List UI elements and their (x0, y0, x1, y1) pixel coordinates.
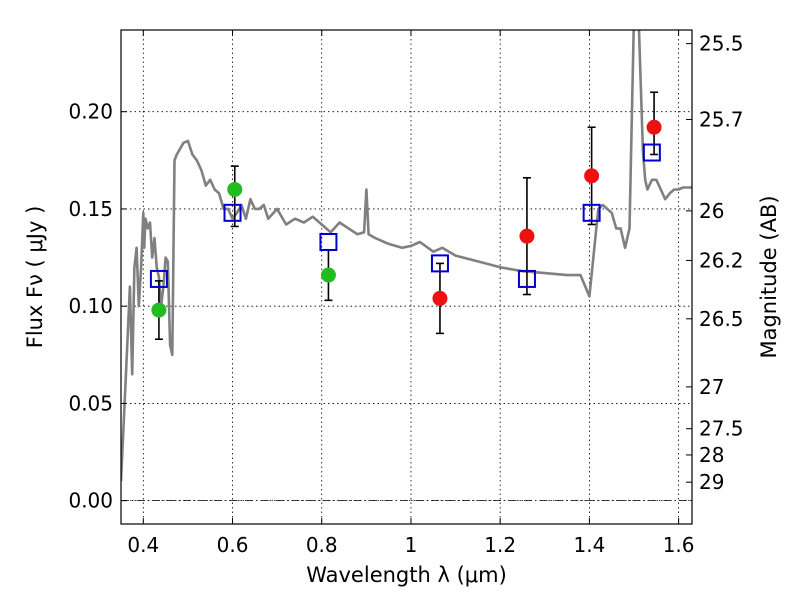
template-layer (121, 30, 692, 482)
x-tick-label: 1.2 (484, 533, 516, 557)
model-square-marker (430, 254, 449, 273)
plot-frame (120, 29, 693, 525)
model-square-marker (319, 232, 338, 251)
x-tick-label: 1.6 (663, 533, 695, 557)
observed-point-marker (432, 290, 448, 306)
template-spectrum-line (121, 30, 692, 482)
y2-tick-label: 27 (699, 375, 724, 399)
y-tick-label: 0.10 (68, 294, 113, 318)
y-tick-label: 0.20 (68, 100, 113, 124)
y2-axis-label: Magnitude (AB) (757, 195, 781, 358)
model-layer (149, 143, 661, 288)
y2-tick-label: 26 (699, 199, 724, 223)
observed-point-marker (320, 267, 336, 283)
tick-layer: 0.4 0.6 0.8 1 1.2 1.4 1.6 0.00 0.05 0.10 0.15 0.20 2… (68, 30, 744, 557)
observed-point-marker (151, 302, 167, 318)
model-square-marker (582, 203, 601, 222)
model-square-marker (642, 143, 661, 162)
x-tick-label: 1 (405, 533, 418, 557)
x-tick-label: 0.6 (217, 533, 249, 557)
y2-tick-label: 26.5 (699, 307, 744, 331)
model-square-marker (517, 269, 536, 288)
y2-tick-label: 26.2 (699, 248, 744, 272)
y-tick-label: 0.05 (68, 391, 113, 415)
y2-tick-label: 27.5 (699, 417, 744, 441)
model-square-marker (223, 203, 242, 222)
observed-point-marker (646, 119, 662, 135)
observed-point-marker (519, 228, 535, 244)
x-tick-label: 0.8 (306, 533, 338, 557)
x-tick-label: 0.4 (127, 533, 159, 557)
model-square-marker (149, 269, 168, 288)
y-tick-label: 0.00 (68, 489, 113, 513)
y2-tick-label: 25.7 (699, 107, 744, 131)
y2-tick-label: 25.5 (699, 32, 744, 56)
y2-tick-label: 29 (699, 470, 724, 494)
y-axis-label: Flux Fν ( μJy ) (23, 206, 47, 349)
y2-tick-label: 28 (699, 443, 724, 467)
point-layer (151, 119, 662, 318)
y-tick-label: 0.15 (68, 197, 113, 221)
observed-point-marker (227, 181, 243, 197)
observed-point-marker (584, 168, 600, 184)
x-tick-label: 1.4 (573, 533, 605, 557)
grid-layer (121, 30, 692, 524)
x-axis-label: Wavelength λ (μm) (306, 563, 507, 587)
